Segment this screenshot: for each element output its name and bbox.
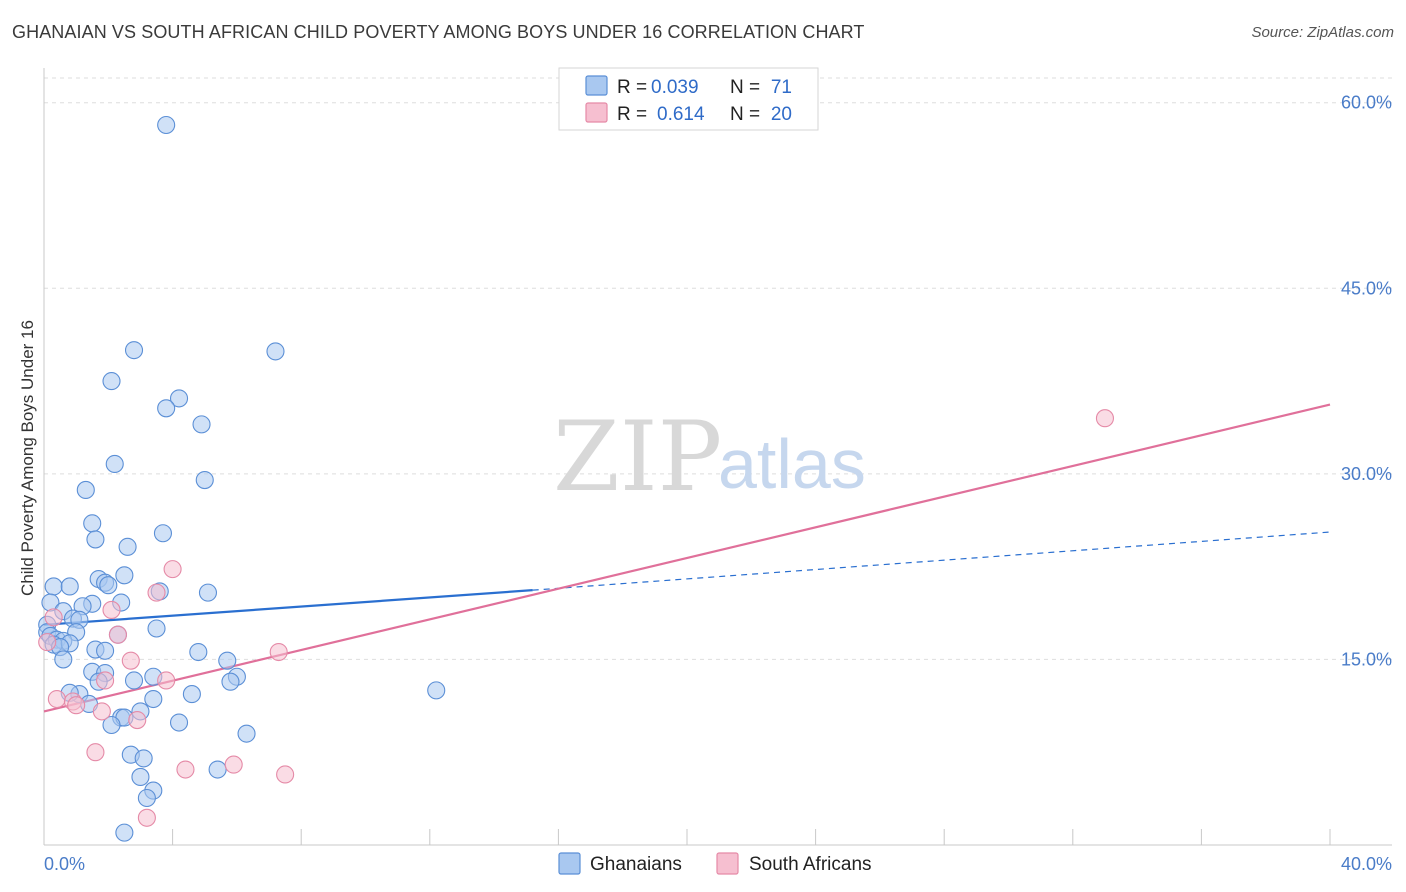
gridlines bbox=[44, 77, 1392, 660]
legend-swatch-south-africans bbox=[585, 102, 608, 123]
legend-n-label-1: N = bbox=[730, 77, 760, 98]
ghanaians-point-63 bbox=[237, 724, 256, 743]
south-africans-trend-line bbox=[43, 403, 1331, 713]
ghanaians-points bbox=[38, 115, 446, 842]
ghanaians-point-9 bbox=[76, 480, 95, 500]
south-africans-point-11 bbox=[47, 689, 66, 709]
ghanaians-point-19 bbox=[60, 577, 79, 596]
y-tick-label-0: 15.0% bbox=[1341, 649, 1392, 669]
legend-n-value-2: 20 bbox=[771, 104, 792, 125]
south-africans-point-14 bbox=[92, 702, 111, 721]
ghanaians-point-17 bbox=[99, 576, 118, 595]
ghanaians-point-32 bbox=[147, 619, 166, 638]
ghanaians-point-18 bbox=[44, 577, 63, 596]
chart-title: GHANAIAN VS SOUTH AFRICAN CHILD POVERTY … bbox=[12, 22, 865, 42]
legend-r-value-2: 0.614 bbox=[657, 104, 705, 125]
south-africans-point-20 bbox=[137, 808, 156, 827]
south-africans-point-3 bbox=[102, 600, 121, 620]
chart-source: Source: ZipAtlas.com bbox=[1251, 24, 1394, 41]
ghanaians-point-43 bbox=[54, 650, 73, 669]
south-africans-point-8 bbox=[121, 651, 140, 670]
watermark-atlas: atlas bbox=[718, 425, 866, 503]
y-axis-label: Child Poverty Among Boys Under 16 bbox=[18, 320, 37, 596]
axes bbox=[43, 68, 1392, 846]
ghanaians-point-1 bbox=[124, 341, 144, 360]
ghanaians-point-56 bbox=[144, 689, 163, 709]
south-africans-point-15 bbox=[128, 711, 147, 730]
ghanaians-point-50 bbox=[221, 672, 240, 691]
ghanaians-point-62 bbox=[102, 715, 121, 735]
bottom-legend-swatch-ghanaians bbox=[558, 852, 581, 875]
south-africans-point-7 bbox=[269, 642, 288, 662]
bottom-legend-swatch-south-africans bbox=[716, 852, 739, 875]
ghanaians-point-55 bbox=[182, 685, 201, 704]
legend-n-label-2: N = bbox=[730, 104, 760, 125]
ghanaians-point-61 bbox=[169, 713, 189, 732]
y-tick-labels: 15.0% 30.0% 45.0% 60.0% bbox=[1341, 93, 1392, 670]
ghanaians-point-5 bbox=[157, 399, 176, 418]
trend-lines bbox=[43, 403, 1331, 713]
legend-r-value-1: 0.039 bbox=[651, 77, 699, 98]
south-africans-point-18 bbox=[224, 755, 243, 774]
south-africans-point-0 bbox=[1095, 409, 1114, 428]
ghanaians-point-21 bbox=[198, 583, 218, 602]
watermark: ZIP atlas bbox=[553, 401, 866, 513]
ghanaians-point-6 bbox=[192, 415, 211, 434]
ghanaians-point-2 bbox=[266, 342, 285, 361]
south-africans-point-17 bbox=[176, 760, 195, 779]
ghanaians-trend-line-extension bbox=[532, 531, 1331, 591]
ghanaians-trend-line bbox=[43, 589, 533, 626]
south-africans-point-10 bbox=[96, 671, 115, 690]
series-legend: Ghanaians South Africans bbox=[558, 852, 872, 875]
ghanaians-point-3 bbox=[102, 372, 121, 391]
legend-swatch-ghanaians bbox=[585, 75, 608, 96]
stats-legend: R = 0.039 N = 71 R = 0.614 N = 20 bbox=[558, 67, 819, 131]
ghanaians-point-13 bbox=[118, 537, 137, 556]
x-tick-max: 40.0% bbox=[1341, 854, 1392, 874]
ghanaians-point-7 bbox=[105, 454, 124, 474]
south-africans-point-19 bbox=[276, 765, 295, 784]
south-africans-point-1 bbox=[163, 560, 182, 579]
ghanaians-point-4 bbox=[169, 389, 189, 408]
ghanaians-point-41 bbox=[96, 641, 115, 660]
south-africans-point-6 bbox=[38, 633, 57, 652]
ghanaians-point-10 bbox=[83, 514, 102, 533]
ghanaians-point-49 bbox=[124, 671, 144, 690]
ghanaians-point-42 bbox=[189, 642, 208, 662]
x-tick-min: 0.0% bbox=[44, 854, 85, 874]
south-africans-points bbox=[38, 409, 1114, 827]
legend-n-value-1: 71 bbox=[771, 77, 792, 98]
ghanaians-point-12 bbox=[86, 530, 105, 549]
south-africans-point-5 bbox=[108, 625, 127, 644]
south-africans-point-4 bbox=[44, 608, 63, 627]
ghanaians-point-0 bbox=[157, 115, 176, 135]
ghanaians-point-65 bbox=[134, 749, 153, 768]
ghanaians-point-11 bbox=[153, 524, 173, 543]
ghanaians-point-52 bbox=[427, 681, 446, 700]
y-tick-label-3: 60.0% bbox=[1341, 93, 1392, 113]
ghanaians-point-8 bbox=[195, 471, 214, 490]
legend-r-label-2: R = bbox=[617, 104, 647, 125]
bottom-legend-ghanaians: Ghanaians bbox=[590, 854, 682, 875]
y-tick-label-2: 45.0% bbox=[1341, 278, 1392, 298]
ghanaians-point-44 bbox=[218, 651, 237, 670]
south-africans-point-9 bbox=[157, 671, 176, 690]
south-africans-point-2 bbox=[147, 583, 166, 602]
ghanaians-point-69 bbox=[137, 788, 156, 808]
ghanaians-point-70 bbox=[115, 823, 134, 842]
ghanaians-point-67 bbox=[208, 760, 227, 779]
y-tick-label-1: 30.0% bbox=[1341, 464, 1392, 484]
watermark-zip: ZIP bbox=[553, 401, 722, 513]
ghanaians-point-14 bbox=[115, 566, 134, 585]
bottom-legend-south-africans: South Africans bbox=[749, 854, 872, 875]
ghanaians-point-66 bbox=[131, 767, 150, 787]
south-africans-point-16 bbox=[86, 743, 105, 762]
south-africans-point-13 bbox=[67, 696, 86, 715]
legend-r-label-1: R = bbox=[617, 77, 647, 98]
